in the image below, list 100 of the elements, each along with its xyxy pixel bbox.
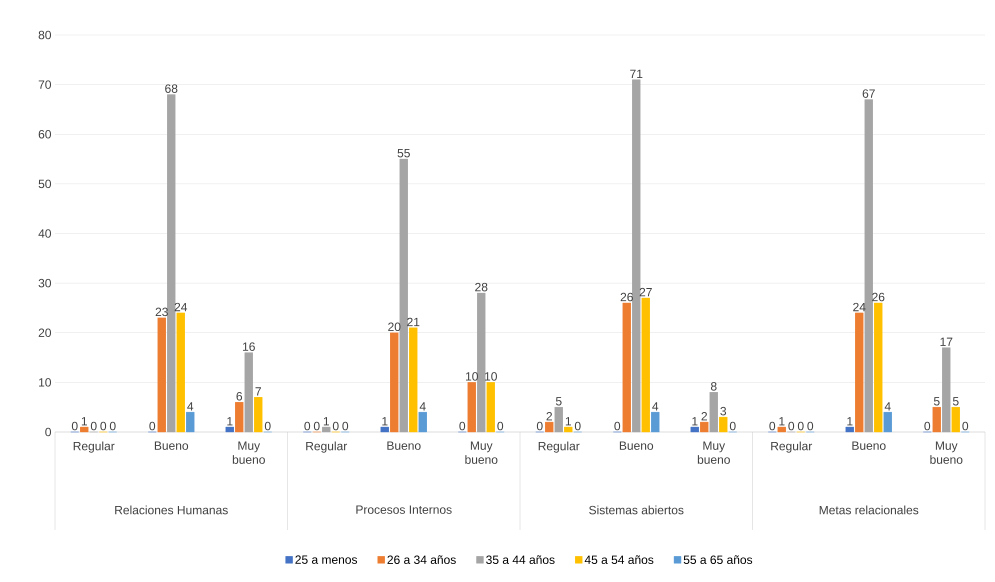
data-label: 0 bbox=[264, 422, 271, 430]
y-tick-label: 20 bbox=[38, 328, 52, 338]
x-tick-label: Regular bbox=[74, 442, 115, 453]
bar bbox=[390, 332, 398, 432]
data-label: 8 bbox=[710, 382, 717, 391]
bar bbox=[710, 392, 718, 432]
data-label: 16 bbox=[243, 342, 255, 351]
bar bbox=[942, 347, 950, 432]
y-tick-label: 40 bbox=[38, 229, 52, 238]
text: Metas relacionales bbox=[820, 506, 918, 514]
bar bbox=[952, 406, 960, 432]
bar bbox=[468, 382, 476, 432]
x-tick-label: Regular bbox=[771, 442, 812, 453]
data-label: 17 bbox=[940, 338, 952, 346]
data-label: 27 bbox=[640, 288, 652, 296]
x-tick-label: Regular bbox=[306, 442, 348, 453]
legend-label: 35 a 44 años bbox=[486, 555, 555, 564]
bar bbox=[235, 402, 244, 432]
bar bbox=[418, 412, 427, 432]
bar bbox=[158, 318, 166, 432]
bar bbox=[651, 412, 660, 432]
data-label: 5 bbox=[556, 397, 562, 406]
data-label: 1 bbox=[847, 417, 853, 426]
bar bbox=[884, 412, 892, 432]
bar bbox=[874, 302, 882, 432]
y-tick-label: 80 bbox=[38, 30, 52, 40]
bar bbox=[545, 422, 554, 432]
x-tick-label: Muy bueno bbox=[465, 442, 498, 464]
data-label: 2 bbox=[546, 412, 552, 420]
bar bbox=[254, 397, 262, 432]
data-label: 0 bbox=[769, 422, 776, 430]
bar bbox=[622, 302, 631, 432]
data-label: 0 bbox=[459, 422, 466, 430]
data-label: 1 bbox=[324, 417, 330, 426]
data-label: 0 bbox=[90, 422, 97, 430]
bar bbox=[322, 426, 330, 432]
x-tick-label: Bueno bbox=[154, 442, 188, 450]
data-label: 4 bbox=[884, 402, 891, 410]
bar bbox=[80, 426, 88, 432]
legend-label: 45 a 54 años bbox=[584, 555, 654, 564]
text: Relaciones Humanas bbox=[115, 506, 228, 514]
data-label: 0 bbox=[72, 422, 78, 430]
data-label: 55 bbox=[398, 148, 410, 158]
bar bbox=[186, 412, 194, 432]
data-label: 0 bbox=[342, 422, 348, 430]
bar bbox=[409, 328, 418, 432]
x-tick-label: Bueno bbox=[387, 442, 421, 450]
data-label: 1 bbox=[227, 417, 233, 426]
bar bbox=[380, 426, 389, 432]
legend-label: 25 a menos bbox=[295, 555, 358, 564]
x-tick-label: Bueno bbox=[852, 442, 886, 450]
x-tick-label: Bueno bbox=[620, 442, 654, 450]
y-tick-label: 30 bbox=[38, 278, 52, 288]
data-label: 0 bbox=[614, 422, 620, 430]
data-label: 20 bbox=[388, 322, 400, 332]
bar bbox=[167, 94, 176, 432]
data-label: 26 bbox=[620, 292, 633, 302]
data-label: 4 bbox=[187, 402, 194, 410]
data-label: 26 bbox=[872, 292, 884, 302]
data-label: 0 bbox=[798, 422, 804, 430]
data-label: 0 bbox=[574, 422, 581, 430]
data-label: 0 bbox=[304, 422, 310, 430]
data-label: 3 bbox=[720, 406, 726, 416]
bar bbox=[700, 422, 708, 432]
data-label: 6 bbox=[236, 392, 242, 401]
data-label: 24 bbox=[174, 302, 188, 312]
x-tick-label: Regular bbox=[538, 442, 580, 453]
y-tick-label: 60 bbox=[38, 130, 52, 139]
bar bbox=[226, 426, 234, 432]
data-label: 67 bbox=[862, 89, 875, 98]
data-label: 0 bbox=[497, 422, 504, 430]
data-label: 71 bbox=[630, 70, 642, 78]
bar bbox=[176, 312, 185, 432]
data-label: 1 bbox=[779, 417, 785, 426]
bar bbox=[932, 406, 941, 432]
data-label: 1 bbox=[566, 417, 572, 426]
data-label: 1 bbox=[382, 417, 388, 426]
data-label: 0 bbox=[314, 422, 320, 430]
data-label: 68 bbox=[165, 84, 178, 93]
bar bbox=[855, 312, 864, 432]
data-label: 1 bbox=[692, 417, 698, 426]
data-label: 1 bbox=[82, 417, 88, 426]
legend-label: 26 a 34 años bbox=[387, 555, 456, 564]
data-label: 0 bbox=[788, 422, 794, 430]
data-label: 5 bbox=[934, 397, 940, 406]
bar bbox=[846, 426, 854, 432]
data-label: 24 bbox=[853, 302, 866, 312]
x-tick-label: Muy bueno bbox=[232, 442, 265, 464]
data-label: 7 bbox=[256, 387, 261, 396]
bar bbox=[719, 416, 728, 432]
data-label: 0 bbox=[332, 422, 339, 430]
data-label: 23 bbox=[156, 308, 168, 316]
data-label: 4 bbox=[652, 402, 658, 410]
bar bbox=[486, 382, 495, 432]
y-tick-label: 0 bbox=[45, 428, 52, 436]
bar bbox=[554, 406, 563, 432]
bar bbox=[642, 298, 650, 432]
data-label: 5 bbox=[952, 397, 959, 406]
data-label: 2 bbox=[702, 412, 707, 420]
data-label: 21 bbox=[407, 318, 420, 326]
